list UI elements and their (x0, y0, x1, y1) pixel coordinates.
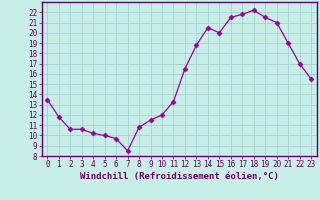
X-axis label: Windchill (Refroidissement éolien,°C): Windchill (Refroidissement éolien,°C) (80, 172, 279, 181)
